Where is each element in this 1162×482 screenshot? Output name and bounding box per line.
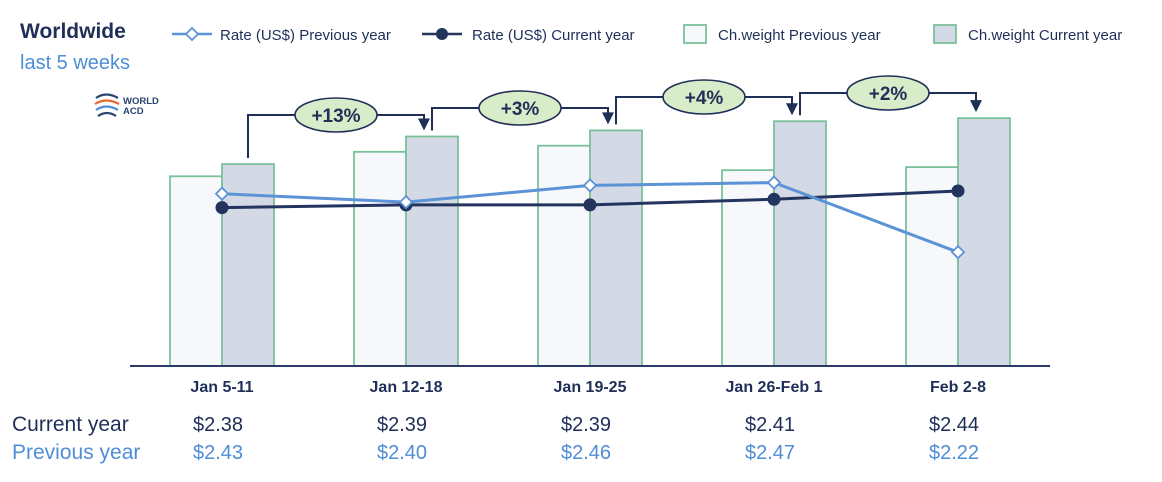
bar-weight-current-4 — [773, 120, 827, 367]
table-current-value-4: $2.41 — [745, 414, 795, 436]
change-bubble-3 — [662, 79, 746, 115]
point-rate-current-4 — [767, 192, 781, 206]
bar-weight-previous-2 — [353, 150, 407, 367]
x-tick-label-2: Jan 12-18 — [370, 379, 443, 396]
logo-text-world: WORLD — [123, 96, 159, 107]
change-arrow-2 — [602, 112, 614, 125]
change-arrow-3 — [786, 103, 798, 116]
legend-label-weight-previous: Ch.weight Previous year — [718, 27, 881, 44]
bar-weight-current-3 — [589, 129, 643, 367]
legend-label-rate-previous: Rate (US$) Previous year — [220, 27, 391, 44]
table-current-value-1: $2.38 — [193, 414, 243, 436]
table-label-previous-year: Previous year — [12, 441, 140, 464]
bar-weight-previous-5 — [905, 166, 959, 367]
rate-lines-layer — [214, 175, 966, 260]
bar-weight-previous-3 — [537, 144, 591, 367]
x-tick-label-3: Jan 19-25 — [554, 379, 627, 396]
world-acd-wave-icon — [94, 93, 120, 117]
legend-item-rate-previous: Rate (US$) Previous year — [172, 26, 391, 44]
point-rate-current-3 — [583, 198, 597, 212]
x-tick-label-5: Feb 2-8 — [930, 379, 986, 396]
change-arrow-1 — [418, 118, 430, 131]
table-label-current-year: Current year — [12, 413, 129, 436]
bar-weight-previous-1 — [169, 175, 223, 367]
change-arrow-4 — [970, 100, 982, 113]
change-bubble-4 — [846, 75, 930, 111]
legend: Rate (US$) Previous year Rate (US$) Curr… — [172, 24, 1122, 44]
legend-label-weight-current: Ch.weight Current year — [968, 27, 1122, 44]
change-label-4: +2% — [869, 84, 908, 105]
chart-subtitle: last 5 weeks — [20, 52, 130, 74]
table-previous-value-1: $2.43 — [193, 442, 243, 464]
point-rate-previous-1 — [214, 186, 230, 202]
table-current-value-5: $2.44 — [929, 414, 979, 436]
bar-weight-current-5 — [957, 117, 1011, 367]
table-previous-value-2: $2.40 — [377, 442, 427, 464]
point-rate-previous-2 — [398, 194, 414, 210]
change-bubble-2 — [478, 90, 562, 126]
point-rate-current-5 — [951, 184, 965, 198]
legend-item-rate-current: Rate (US$) Current year — [422, 27, 635, 44]
table-previous-value-4: $2.47 — [745, 442, 795, 464]
rate-table-values: $2.38 $2.39 $2.39 $2.41 $2.44 $2.43 $2.40 $2.46… — [193, 414, 979, 464]
bar-weight-current-2 — [405, 135, 459, 367]
chart-title: Worldwide — [20, 20, 126, 43]
point-rate-previous-3 — [582, 178, 598, 193]
bars-layer — [169, 117, 1011, 367]
table-current-value-2: $2.39 — [377, 414, 427, 436]
point-rate-previous-4 — [766, 175, 782, 190]
table-current-value-3: $2.39 — [561, 414, 611, 436]
point-rate-current-1 — [215, 201, 229, 215]
logo-text-acd: ACD — [123, 106, 144, 117]
bar-weight-current-1 — [221, 163, 275, 367]
table-previous-value-3: $2.46 — [561, 442, 611, 464]
change-label-1: +13% — [311, 106, 360, 127]
change-label-2: +3% — [501, 99, 540, 120]
change-label-3: +4% — [685, 88, 724, 109]
table-previous-value-5: $2.22 — [929, 442, 979, 464]
x-tick-labels: Jan 5-11 Jan 12-18 Jan 19-25 Jan 26-Feb 1 Fe… — [190, 379, 986, 396]
legend-item-weight-current: Ch.weight Current year — [933, 24, 1122, 44]
change-bubble-1 — [294, 97, 378, 133]
world-acd-logo: WORLD ACD — [94, 93, 159, 117]
legend-label-rate-current: Rate (US$) Current year — [472, 27, 635, 44]
change-annotations-layer: +13% +3% +4% +2% — [247, 75, 982, 159]
point-rate-previous-5 — [950, 244, 966, 260]
x-tick-label-1: Jan 5-11 — [190, 379, 253, 396]
x-tick-label-4: Jan 26-Feb 1 — [726, 379, 823, 396]
legend-item-weight-previous: Ch.weight Previous year — [683, 24, 881, 44]
